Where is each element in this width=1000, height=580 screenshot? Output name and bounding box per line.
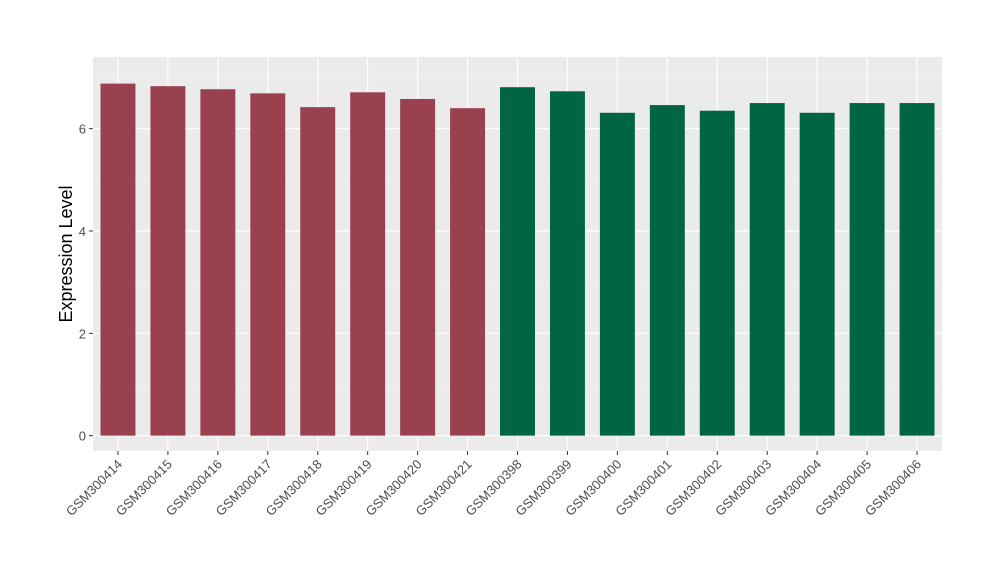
bar-GSM300420 bbox=[400, 98, 436, 436]
bar-GSM300398 bbox=[500, 87, 535, 436]
bar-GSM300402 bbox=[699, 110, 735, 436]
bar-GSM300399 bbox=[549, 91, 585, 436]
bar-GSM300406 bbox=[899, 103, 935, 436]
y-tick-label: 6 bbox=[79, 122, 86, 137]
bar-GSM300419 bbox=[350, 92, 386, 436]
y-tick-label: 2 bbox=[79, 326, 86, 341]
bar-GSM300405 bbox=[849, 103, 885, 436]
bar-GSM300403 bbox=[749, 103, 785, 436]
bar-GSM300416 bbox=[200, 89, 236, 436]
bar-GSM300417 bbox=[250, 93, 286, 436]
y-tick-label: 0 bbox=[79, 429, 86, 444]
y-tick-label: 4 bbox=[79, 224, 86, 239]
bar-GSM300421 bbox=[450, 108, 486, 436]
bar-GSM300414 bbox=[100, 83, 136, 436]
bar-GSM300401 bbox=[649, 105, 685, 436]
bar-GSM300404 bbox=[799, 112, 835, 436]
bar-GSM300400 bbox=[599, 112, 635, 436]
bar-GSM300418 bbox=[300, 107, 336, 436]
y-axis-label: Expression Level bbox=[56, 185, 76, 322]
bar-GSM300415 bbox=[150, 86, 186, 436]
